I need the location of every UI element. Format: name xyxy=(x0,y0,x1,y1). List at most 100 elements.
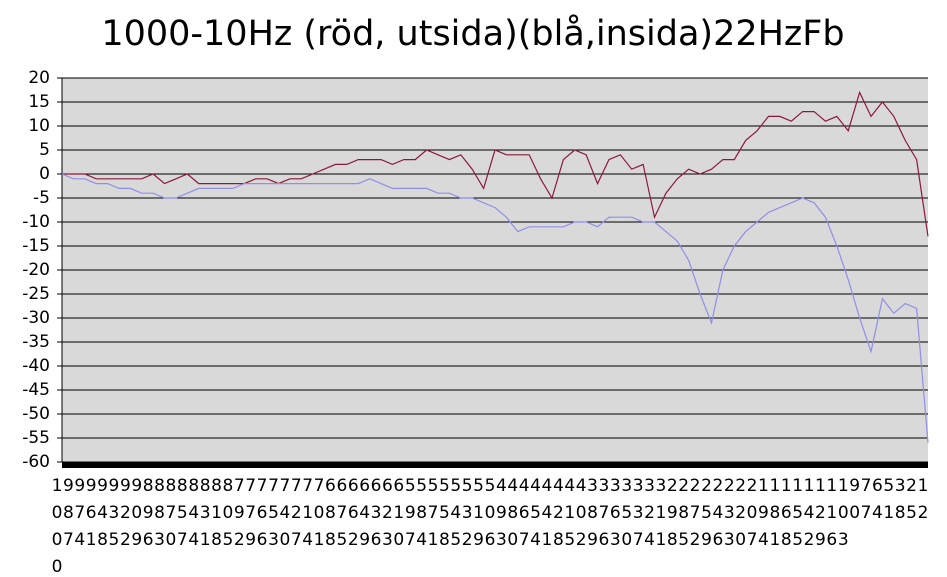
y-tick-label: -45 xyxy=(22,380,50,400)
x-tick-label: 441 xyxy=(537,476,557,557)
x-tick-label: 740 xyxy=(275,476,295,557)
x-tick-label: 506 xyxy=(480,476,500,557)
x-tick-label: 675 xyxy=(332,476,352,557)
y-tick-label: -60 xyxy=(22,452,50,472)
x-tick-label: 402 xyxy=(571,476,591,557)
x-tick-label: 779 xyxy=(241,476,261,557)
x-tick-label: 181 xyxy=(765,476,785,557)
y-tick-label: 20 xyxy=(28,68,50,88)
x-tick-label: 116 xyxy=(822,476,842,557)
x-tick-label: 311 xyxy=(651,476,671,557)
x-tick-label: 974 xyxy=(70,476,90,557)
x-tick-label: 818 xyxy=(207,476,227,557)
x-tick-label: 597 xyxy=(400,476,420,557)
x-tick-label: 584 xyxy=(412,476,432,557)
x-tick-label: 1000 xyxy=(47,476,67,577)
x-tick-label: 298 xyxy=(662,476,682,557)
y-tick-label: -5 xyxy=(33,188,50,208)
x-tick-label: 415 xyxy=(560,476,580,557)
x-tick-label: 883 xyxy=(150,476,170,557)
x-tick-label: 961 xyxy=(81,476,101,557)
x-tick-label: 532 xyxy=(457,476,477,557)
x-tick-label: 129 xyxy=(810,476,830,557)
y-tick-label: -10 xyxy=(22,212,50,232)
x-tick-label: 766 xyxy=(252,476,272,557)
x-tick-label: 922 xyxy=(115,476,135,557)
x-tick-label: 272 xyxy=(685,476,705,557)
x-tick-label: 233 xyxy=(719,476,739,557)
x-tick-label: 77 xyxy=(856,476,876,530)
x-tick-label: 103 xyxy=(833,476,853,557)
x-tick-label: 246 xyxy=(708,476,728,557)
x-tick-label: 90 xyxy=(845,476,865,530)
x-tick-label: 870 xyxy=(161,476,181,557)
y-tick-label: -30 xyxy=(22,308,50,328)
x-tick-label: 558 xyxy=(434,476,454,557)
x-tick-label: 753 xyxy=(264,476,284,557)
y-tick-label: 5 xyxy=(39,140,50,160)
x-tick-label: 363 xyxy=(605,476,625,557)
y-tick-label: -40 xyxy=(22,356,50,376)
x-tick-label: 727 xyxy=(286,476,306,557)
x-tick-label: 935 xyxy=(104,476,124,557)
x-tick-label: 805 xyxy=(218,476,238,557)
x-tick-label: 623 xyxy=(377,476,397,557)
x-tick-label: 857 xyxy=(172,476,192,557)
x-tick-label: 324 xyxy=(640,476,660,557)
y-tick-label: -50 xyxy=(22,404,50,424)
x-tick-label: 207 xyxy=(742,476,762,557)
x-tick-label: 571 xyxy=(423,476,443,557)
chart-title: 1000-10Hz (röd, utsida)(blå,insida)22HzF… xyxy=(101,13,844,54)
x-tick-label: 12 xyxy=(913,476,933,530)
x-tick-label: 987 xyxy=(58,476,78,557)
series-line xyxy=(62,90,929,237)
y-tick-label: -20 xyxy=(22,260,50,280)
x-tick-label: 636 xyxy=(366,476,386,557)
x-tick-label: 51 xyxy=(879,476,899,530)
x-tick-label: 142 xyxy=(799,476,819,557)
x-tick-label: 714 xyxy=(298,476,318,557)
x-tick-label: 480 xyxy=(503,476,523,557)
x-tick-label: 64 xyxy=(867,476,887,530)
x-tick-label: 285 xyxy=(674,476,694,557)
x-tick-label: 493 xyxy=(491,476,511,557)
x-tick-label: 701 xyxy=(309,476,329,557)
series-line xyxy=(61,173,929,443)
x-tick-label: 350 xyxy=(617,476,637,557)
x-tick-label: 428 xyxy=(548,476,568,557)
x-tick-label: 454 xyxy=(526,476,546,557)
y-tick-label: -55 xyxy=(22,428,50,448)
x-tick-label: 649 xyxy=(355,476,375,557)
x-tick-label: 896 xyxy=(138,476,158,557)
y-tick-label: 0 xyxy=(39,164,50,184)
x-tick-label: 194 xyxy=(753,476,773,557)
x-tick-label: 220 xyxy=(731,476,751,557)
x-tick-label: 948 xyxy=(93,476,113,557)
y-tick-label: 10 xyxy=(28,116,50,136)
x-tick-label: 337 xyxy=(628,476,648,557)
x-tick-label: 259 xyxy=(697,476,717,557)
x-tick-label: 376 xyxy=(594,476,614,557)
x-tick-label: 519 xyxy=(469,476,489,557)
x-tick-label: 831 xyxy=(195,476,215,557)
x-tick-label: 389 xyxy=(583,476,603,557)
x-axis xyxy=(62,462,928,468)
x-tick-label: 155 xyxy=(788,476,808,557)
x-tick-label: 909 xyxy=(127,476,147,557)
x-tick-label: 662 xyxy=(343,476,363,557)
y-tick-label: 15 xyxy=(28,92,50,112)
y-tick-label: -25 xyxy=(22,284,50,304)
x-tick-label: 38 xyxy=(890,476,910,530)
x-tick-label: 168 xyxy=(776,476,796,557)
x-tick-label: 610 xyxy=(389,476,409,557)
x-tick-label: 467 xyxy=(514,476,534,557)
y-tick-label: -15 xyxy=(22,236,50,256)
x-tick-label: 844 xyxy=(184,476,204,557)
x-tick-label: 792 xyxy=(229,476,249,557)
y-tick-label: -35 xyxy=(22,332,50,352)
x-tick-label: 545 xyxy=(446,476,466,557)
x-tick-label: 688 xyxy=(320,476,340,557)
x-tick-label: 25 xyxy=(902,476,922,530)
